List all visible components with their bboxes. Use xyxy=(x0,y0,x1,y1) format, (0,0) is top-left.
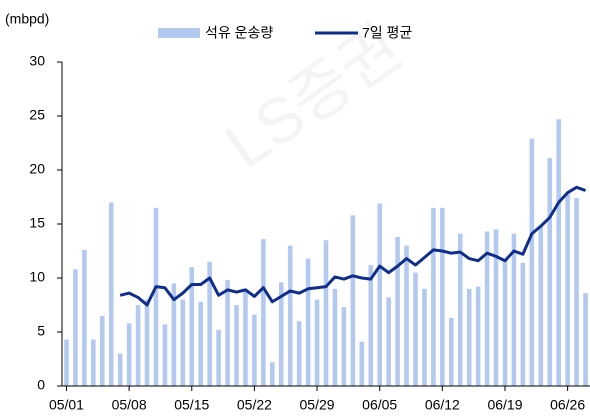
bar xyxy=(180,299,186,386)
bar xyxy=(448,317,454,386)
bar xyxy=(386,297,391,386)
bar xyxy=(413,272,418,386)
y-tick-label: 10 xyxy=(29,269,45,285)
bar xyxy=(404,245,409,386)
y-tick-label: 25 xyxy=(29,107,45,123)
bar xyxy=(341,307,347,386)
bar xyxy=(234,305,239,386)
bar xyxy=(216,329,221,386)
x-tick-label: 05/08 xyxy=(112,397,147,413)
bar xyxy=(511,233,517,386)
x-tick-label: 05/22 xyxy=(237,397,272,413)
bar xyxy=(153,207,159,386)
bar xyxy=(278,282,284,386)
bar xyxy=(350,215,356,386)
bar xyxy=(332,288,338,386)
legend-label: 석유 운송량 xyxy=(205,25,273,41)
bar xyxy=(117,353,123,386)
bar xyxy=(583,293,588,386)
bar xyxy=(493,229,499,386)
bar xyxy=(502,258,508,386)
bar xyxy=(162,324,168,386)
bar xyxy=(99,315,105,386)
bar xyxy=(314,299,320,386)
bar xyxy=(565,193,570,386)
bar xyxy=(305,258,311,386)
x-tick-label: 05/15 xyxy=(174,397,209,413)
y-tick-label: 5 xyxy=(37,323,45,339)
x-tick-label: 06/19 xyxy=(487,397,522,413)
bar xyxy=(108,202,114,386)
bar xyxy=(422,288,427,386)
bar xyxy=(91,339,96,386)
bar xyxy=(556,119,561,387)
bar xyxy=(368,265,374,386)
bar xyxy=(126,323,132,386)
bar xyxy=(484,231,490,386)
bar xyxy=(359,341,365,386)
y-tick-label: 15 xyxy=(29,215,45,231)
bar xyxy=(574,198,579,386)
bar xyxy=(538,226,544,386)
bar xyxy=(171,283,177,386)
bar xyxy=(431,207,436,386)
bar xyxy=(225,280,230,386)
bar xyxy=(207,261,212,386)
bar xyxy=(144,299,150,386)
y-tick-label: 20 xyxy=(29,161,45,177)
x-tick-label: 06/26 xyxy=(550,397,585,413)
bar xyxy=(82,249,87,386)
bar xyxy=(296,321,302,386)
bar xyxy=(64,339,69,386)
bar xyxy=(287,245,293,386)
x-tick-label: 05/29 xyxy=(300,397,335,413)
bar xyxy=(189,267,195,386)
bar xyxy=(377,203,382,386)
bar xyxy=(475,286,481,386)
bar xyxy=(261,239,266,386)
y-tick-label: 0 xyxy=(37,377,45,393)
bar xyxy=(323,240,329,386)
bar xyxy=(243,288,248,386)
x-tick-label: 05/01 xyxy=(49,397,84,413)
x-tick-label: 06/12 xyxy=(425,397,460,413)
line xyxy=(119,185,587,307)
bar xyxy=(440,207,445,386)
bar xyxy=(529,138,535,386)
bar xyxy=(73,269,78,386)
bar xyxy=(270,362,275,386)
legend-label: 7일 평균 xyxy=(362,25,412,41)
bar xyxy=(198,301,204,386)
bar xyxy=(520,262,526,386)
y-axis-label: (mbpd) xyxy=(5,11,49,27)
bar xyxy=(466,288,472,386)
bar xyxy=(547,158,553,386)
x-tick-label: 06/05 xyxy=(362,397,397,413)
bar xyxy=(457,233,463,386)
bar xyxy=(395,236,400,386)
bar xyxy=(252,314,257,386)
y-tick-label: 30 xyxy=(29,53,45,69)
bar xyxy=(135,305,141,386)
legend-swatch xyxy=(158,28,200,38)
